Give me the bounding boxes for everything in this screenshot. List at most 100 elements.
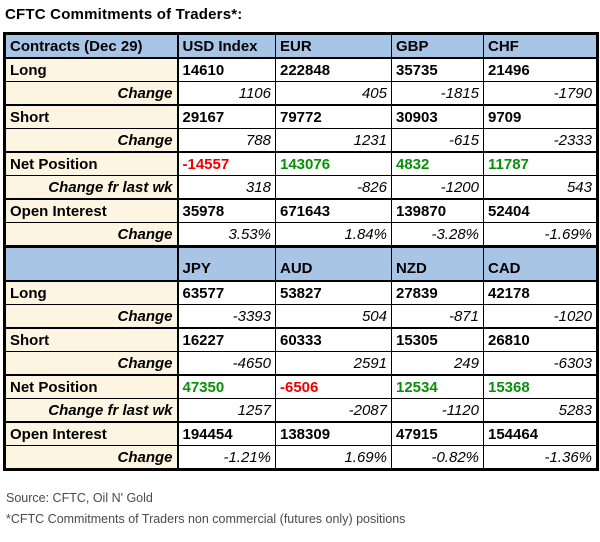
value-cell: 15368 xyxy=(483,374,598,399)
row-label-cell: Change xyxy=(4,81,179,106)
footer-note: *CFTC Commitments of Traders non commerc… xyxy=(6,512,406,526)
table-row: Open Interest 194454 138309 47915 154464 xyxy=(4,421,598,446)
value-cell: 154464 xyxy=(483,421,598,446)
value-cell: -0.82% xyxy=(391,445,484,471)
table-row: Short 29167 79772 30903 9709 xyxy=(4,104,598,129)
value-cell: -1120 xyxy=(391,398,484,423)
value-cell: 138309 xyxy=(275,421,392,446)
value-cell: -1.21% xyxy=(177,445,276,471)
value-cell: 1.69% xyxy=(275,445,392,471)
table-row: Short 16227 60333 15305 26810 xyxy=(4,327,598,352)
value-cell: 1.84% xyxy=(275,222,392,248)
value-cell: 9709 xyxy=(483,104,598,129)
value-cell: 504 xyxy=(275,304,392,329)
header-cell: Contracts (Dec 29) xyxy=(4,33,179,59)
row-label-cell: Long xyxy=(4,57,179,82)
value-cell: -4650 xyxy=(177,351,276,376)
row-label-cell: Change fr last wk xyxy=(4,398,179,423)
value-cell: 788 xyxy=(177,128,276,153)
table-row: Change -4650 2591 249 -6303 xyxy=(4,351,598,376)
value-cell: 2591 xyxy=(275,351,392,376)
value-cell: 27839 xyxy=(391,280,484,305)
header-cell: JPY xyxy=(177,245,276,282)
value-cell: 318 xyxy=(177,175,276,200)
value-cell: -1020 xyxy=(483,304,598,329)
value-cell: 30903 xyxy=(391,104,484,129)
value-cell: 53827 xyxy=(275,280,392,305)
value-cell: 3.53% xyxy=(177,222,276,248)
table-row: Change 3.53% 1.84% -3.28% -1.69% xyxy=(4,222,598,248)
value-cell: 1106 xyxy=(177,81,276,106)
value-cell: -1815 xyxy=(391,81,484,106)
value-cell: 79772 xyxy=(275,104,392,129)
value-cell: 194454 xyxy=(177,421,276,446)
table-row: Change fr last wk 318 -826 -1200 543 xyxy=(4,175,598,200)
table-row: Net Position 47350 -6506 12534 15368 xyxy=(4,374,598,399)
value-cell: 15305 xyxy=(391,327,484,352)
value-cell: 26810 xyxy=(483,327,598,352)
value-cell: 1231 xyxy=(275,128,392,153)
table-row: Long 63577 53827 27839 42178 xyxy=(4,280,598,305)
row-label-cell: Short xyxy=(4,104,179,129)
row-label-cell: Long xyxy=(4,280,179,305)
value-cell: -871 xyxy=(391,304,484,329)
row-label-cell: Short xyxy=(4,327,179,352)
header-cell: EUR xyxy=(275,33,392,59)
value-cell: -1200 xyxy=(391,175,484,200)
table-row: Long 14610 222848 35735 21496 xyxy=(4,57,598,82)
value-cell: 1257 xyxy=(177,398,276,423)
table-row: Change fr last wk 1257 -2087 -1120 5283 xyxy=(4,398,598,423)
value-cell: -826 xyxy=(275,175,392,200)
value-cell: 47915 xyxy=(391,421,484,446)
page-title: CFTC Commitments of Traders*: xyxy=(5,6,243,23)
value-cell: -14557 xyxy=(177,151,276,176)
value-cell: -6303 xyxy=(483,351,598,376)
row-label-cell: Open Interest xyxy=(4,198,179,223)
row-label-cell: Net Position xyxy=(4,151,179,176)
table-row: Net Position -14557 143076 4832 11787 xyxy=(4,151,598,176)
row-label-cell: Change xyxy=(4,351,179,376)
value-cell: 143076 xyxy=(275,151,392,176)
value-cell: 222848 xyxy=(275,57,392,82)
row-label-cell: Net Position xyxy=(4,374,179,399)
value-cell: 29167 xyxy=(177,104,276,129)
header-row-currencies-1: Contracts (Dec 29) USD Index EUR GBP CHF xyxy=(4,33,598,59)
value-cell: 42178 xyxy=(483,280,598,305)
row-label-cell: Change xyxy=(4,222,179,248)
value-cell: 35978 xyxy=(177,198,276,223)
table-row: Open Interest 35978 671643 139870 52404 xyxy=(4,198,598,223)
value-cell: 5283 xyxy=(483,398,598,423)
value-cell: -615 xyxy=(391,128,484,153)
header-row-currencies-2: JPY AUD NZD CAD xyxy=(4,245,598,282)
value-cell: 16227 xyxy=(177,327,276,352)
value-cell: 11787 xyxy=(483,151,598,176)
value-cell: 47350 xyxy=(177,374,276,399)
row-label-cell: Change xyxy=(4,445,179,471)
table-row: Change -1.21% 1.69% -0.82% -1.36% xyxy=(4,445,598,471)
value-cell: -1.36% xyxy=(483,445,598,471)
header-cell: CHF xyxy=(483,33,598,59)
header-cell xyxy=(4,245,179,282)
value-cell: -2087 xyxy=(275,398,392,423)
value-cell: 52404 xyxy=(483,198,598,223)
row-label-cell: Change fr last wk xyxy=(4,175,179,200)
page: CFTC Commitments of Traders*: Contracts … xyxy=(3,6,599,526)
cot-table-body: Contracts (Dec 29) USD Index EUR GBP CHF Long… xyxy=(4,33,598,471)
value-cell: 249 xyxy=(391,351,484,376)
value-cell: 405 xyxy=(275,81,392,106)
value-cell: 4832 xyxy=(391,151,484,176)
value-cell: 21496 xyxy=(483,57,598,82)
value-cell: 60333 xyxy=(275,327,392,352)
header-cell: GBP xyxy=(391,33,484,59)
row-label-cell: Change xyxy=(4,128,179,153)
value-cell: 671643 xyxy=(275,198,392,223)
footer: Source: CFTC, Oil N' Gold *CFTC Commitme… xyxy=(6,491,597,526)
header-cell: AUD xyxy=(275,245,392,282)
row-label-cell: Change xyxy=(4,304,179,329)
header-cell: NZD xyxy=(391,245,484,282)
value-cell: -1.69% xyxy=(483,222,598,248)
table-row: Change -3393 504 -871 -1020 xyxy=(4,304,598,329)
cot-table: Contracts (Dec 29) USD Index EUR GBP CHF Long… xyxy=(3,32,599,471)
table-row: Change 1106 405 -1815 -1790 xyxy=(4,81,598,106)
value-cell: 35735 xyxy=(391,57,484,82)
